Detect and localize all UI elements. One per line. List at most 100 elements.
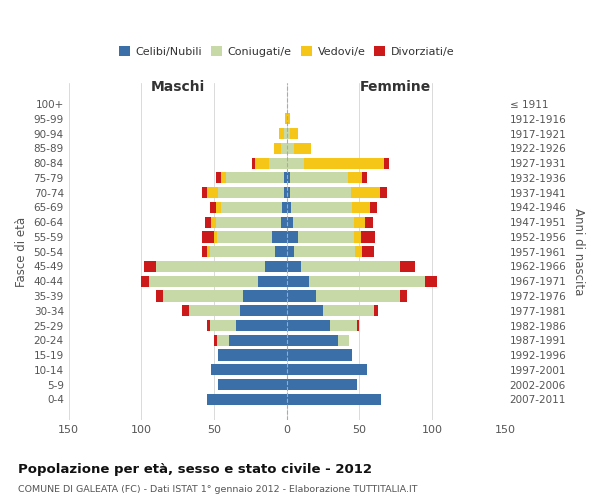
- Bar: [215, 202, 221, 213]
- Bar: [380, 187, 387, 198]
- Bar: [257, 276, 287, 287]
- Bar: [275, 246, 287, 258]
- Bar: [425, 276, 437, 287]
- Bar: [287, 394, 381, 405]
- Bar: [352, 202, 370, 213]
- Bar: [280, 128, 284, 139]
- Bar: [287, 261, 301, 272]
- Bar: [226, 172, 284, 184]
- Bar: [400, 290, 407, 302]
- Bar: [142, 276, 149, 287]
- Bar: [149, 276, 257, 287]
- Bar: [215, 216, 281, 228]
- Bar: [294, 143, 311, 154]
- Bar: [190, 305, 240, 316]
- Bar: [304, 158, 384, 168]
- Bar: [365, 216, 373, 228]
- Bar: [287, 246, 294, 258]
- Bar: [281, 216, 287, 228]
- Bar: [353, 216, 365, 228]
- Bar: [207, 320, 209, 331]
- Bar: [236, 320, 287, 331]
- Bar: [291, 202, 352, 213]
- Bar: [353, 232, 361, 242]
- Bar: [284, 172, 287, 184]
- Bar: [374, 305, 379, 316]
- Bar: [287, 128, 290, 139]
- Bar: [221, 172, 226, 184]
- Bar: [356, 320, 359, 331]
- Bar: [202, 246, 207, 258]
- Bar: [287, 350, 352, 360]
- Bar: [351, 187, 380, 198]
- Bar: [287, 143, 294, 154]
- Bar: [218, 350, 287, 360]
- Bar: [207, 394, 287, 405]
- Bar: [240, 305, 287, 316]
- Bar: [269, 158, 287, 168]
- Bar: [287, 172, 290, 184]
- Bar: [218, 379, 287, 390]
- Bar: [338, 334, 349, 346]
- Text: Femmine: Femmine: [360, 80, 431, 94]
- Bar: [214, 334, 217, 346]
- Bar: [217, 334, 229, 346]
- Bar: [265, 261, 287, 272]
- Bar: [229, 334, 287, 346]
- Bar: [308, 276, 425, 287]
- Bar: [361, 232, 376, 242]
- Bar: [287, 334, 338, 346]
- Bar: [287, 158, 304, 168]
- Bar: [290, 187, 351, 198]
- Bar: [156, 261, 265, 272]
- Bar: [287, 187, 290, 198]
- Bar: [211, 364, 287, 376]
- Bar: [293, 216, 353, 228]
- Text: Popolazione per età, sesso e stato civile - 2012: Popolazione per età, sesso e stato civil…: [18, 462, 372, 475]
- Bar: [316, 290, 400, 302]
- Bar: [284, 128, 287, 139]
- Bar: [287, 276, 308, 287]
- Bar: [294, 246, 355, 258]
- Bar: [218, 187, 284, 198]
- Bar: [290, 128, 298, 139]
- Bar: [287, 290, 316, 302]
- Bar: [209, 320, 236, 331]
- Legend: Celibi/Nubili, Coniugati/e, Vedovi/e, Divorziati/e: Celibi/Nubili, Coniugati/e, Vedovi/e, Di…: [115, 42, 459, 62]
- Bar: [207, 187, 218, 198]
- Bar: [287, 364, 367, 376]
- Bar: [331, 320, 356, 331]
- Bar: [355, 246, 362, 258]
- Bar: [400, 261, 415, 272]
- Bar: [301, 261, 400, 272]
- Bar: [221, 202, 283, 213]
- Bar: [370, 202, 377, 213]
- Bar: [211, 216, 215, 228]
- Bar: [217, 232, 272, 242]
- Bar: [207, 246, 209, 258]
- Bar: [214, 232, 217, 242]
- Bar: [202, 187, 207, 198]
- Bar: [283, 202, 287, 213]
- Bar: [163, 290, 243, 302]
- Bar: [202, 232, 214, 242]
- Bar: [255, 158, 269, 168]
- Bar: [285, 114, 287, 124]
- Bar: [215, 172, 221, 184]
- Bar: [362, 246, 374, 258]
- Bar: [182, 305, 190, 316]
- Y-axis label: Anni di nascita: Anni di nascita: [572, 208, 585, 296]
- Bar: [323, 305, 374, 316]
- Bar: [272, 232, 287, 242]
- Bar: [287, 232, 298, 242]
- Text: Maschi: Maschi: [151, 80, 205, 94]
- Text: COMUNE DI GALEATA (FC) - Dati ISTAT 1° gennaio 2012 - Elaborazione TUTTITALIA.IT: COMUNE DI GALEATA (FC) - Dati ISTAT 1° g…: [18, 485, 418, 494]
- Bar: [287, 216, 293, 228]
- Bar: [209, 246, 275, 258]
- Bar: [384, 158, 389, 168]
- Bar: [144, 261, 156, 272]
- Bar: [156, 290, 163, 302]
- Bar: [287, 114, 290, 124]
- Bar: [252, 158, 255, 168]
- Bar: [287, 305, 323, 316]
